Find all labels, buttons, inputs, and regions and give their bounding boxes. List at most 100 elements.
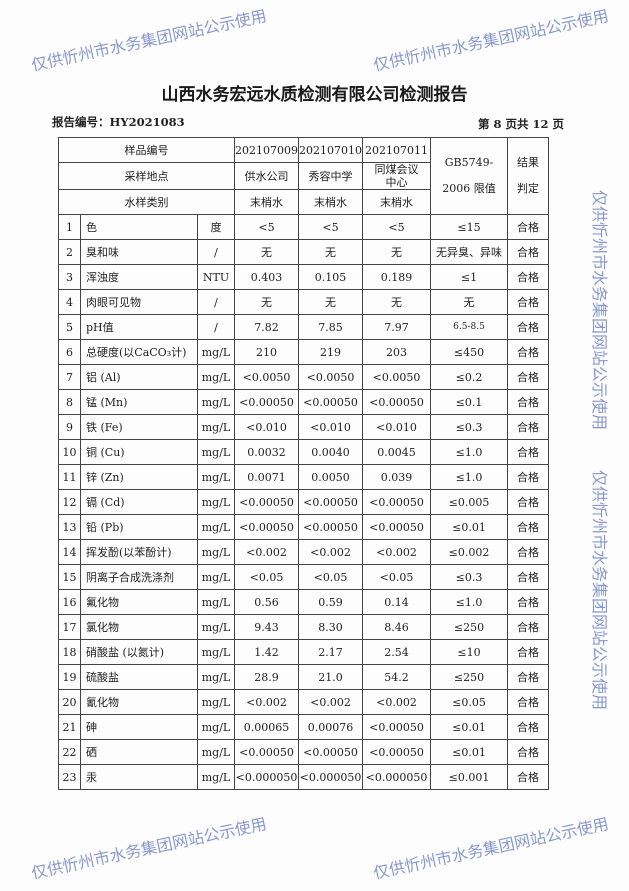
unit: mg/L bbox=[197, 514, 235, 540]
value: <0.00050 bbox=[234, 739, 299, 765]
limit: 无 bbox=[430, 289, 508, 315]
sample-no: 202107010 bbox=[298, 137, 363, 163]
item-name: 硝酸盐 (以氮计) bbox=[80, 639, 198, 665]
item-name: 阴离子合成洗涤剂 bbox=[80, 564, 198, 590]
value: 0.189 bbox=[362, 264, 431, 290]
value: 0.0040 bbox=[298, 439, 363, 465]
item-name: 锌 (Zn) bbox=[80, 464, 198, 490]
result: 合格 bbox=[507, 489, 549, 515]
value: 0.039 bbox=[362, 464, 431, 490]
unit: mg/L bbox=[197, 539, 235, 565]
result: 合格 bbox=[507, 739, 549, 765]
limit: ≤0.1 bbox=[430, 389, 508, 415]
value: 无 bbox=[298, 239, 363, 265]
result: 合格 bbox=[507, 214, 549, 240]
value: 0.14 bbox=[362, 589, 431, 615]
table-row: 15 阴离子合成洗涤剂 mg/L <0.05 <0.05 <0.05 ≤0.3 合格 bbox=[58, 564, 549, 590]
item-name: 氟化物 bbox=[80, 589, 198, 615]
table-row: 6 总硬度(以CaCO₃计) mg/L 210 219 203 ≤450 合格 bbox=[58, 339, 549, 365]
location: 同煤会议中心 bbox=[362, 162, 431, 190]
value: 7.85 bbox=[298, 314, 363, 340]
limit: ≤0.2 bbox=[430, 364, 508, 390]
item-name: 总硬度(以CaCO₃计) bbox=[80, 339, 198, 365]
limit: 无异臭、异味 bbox=[430, 239, 508, 265]
result: 合格 bbox=[507, 564, 549, 590]
unit: mg/L bbox=[197, 414, 235, 440]
value: <0.002 bbox=[234, 539, 299, 565]
value: 0.59 bbox=[298, 589, 363, 615]
water-type: 末梢水 bbox=[234, 189, 299, 215]
value: 8.46 bbox=[362, 614, 431, 640]
item-no: 14 bbox=[58, 539, 81, 565]
value: 0.403 bbox=[234, 264, 299, 290]
value: 0.0050 bbox=[298, 464, 363, 490]
item-name: 铜 (Cu) bbox=[80, 439, 198, 465]
result: 合格 bbox=[507, 364, 549, 390]
unit: NTU bbox=[197, 264, 235, 290]
value: <5 bbox=[234, 214, 299, 240]
item-no: 13 bbox=[58, 514, 81, 540]
item-no: 2 bbox=[58, 239, 81, 265]
item-name: 锰 (Mn) bbox=[80, 389, 198, 415]
item-name: 肉眼可见物 bbox=[80, 289, 198, 315]
item-name: 浑浊度 bbox=[80, 264, 198, 290]
unit: mg/L bbox=[197, 489, 235, 515]
value: 54.2 bbox=[362, 664, 431, 690]
value: 0.0045 bbox=[362, 439, 431, 465]
value: 无 bbox=[298, 289, 363, 315]
result: 合格 bbox=[507, 264, 549, 290]
item-no: 15 bbox=[58, 564, 81, 590]
sample-no: 202107009 bbox=[234, 137, 299, 163]
value: <0.00050 bbox=[298, 514, 363, 540]
result: 合格 bbox=[507, 439, 549, 465]
value: <0.010 bbox=[362, 414, 431, 440]
value: <0.010 bbox=[298, 414, 363, 440]
item-no: 4 bbox=[58, 289, 81, 315]
limit: ≤0.3 bbox=[430, 414, 508, 440]
unit: 度 bbox=[197, 214, 235, 240]
item-name: 铅 (Pb) bbox=[80, 514, 198, 540]
result: 合格 bbox=[507, 639, 549, 665]
limit: ≤450 bbox=[430, 339, 508, 365]
table-row: 18 硝酸盐 (以氮计) mg/L 1.42 2.17 2.54 ≤10 合格 bbox=[58, 639, 549, 665]
item-name: 砷 bbox=[80, 714, 198, 740]
value: <0.00050 bbox=[362, 514, 431, 540]
sample-no-label: 样品编号 bbox=[58, 137, 235, 163]
type-label: 水样类别 bbox=[58, 189, 235, 215]
limit: ≤0.005 bbox=[430, 489, 508, 515]
result: 合格 bbox=[507, 389, 549, 415]
item-name: 硫酸盐 bbox=[80, 664, 198, 690]
item-no: 18 bbox=[58, 639, 81, 665]
table-row: 21 砷 mg/L 0.00065 0.00076 <0.00050 ≤0.01 合格 bbox=[58, 714, 549, 740]
value: <0.002 bbox=[362, 689, 431, 715]
value: 1.42 bbox=[234, 639, 299, 665]
item-name: 铁 (Fe) bbox=[80, 414, 198, 440]
sample-no-row: 样品编号 202107009 202107010 202107011 GB574… bbox=[58, 137, 549, 215]
report-title: 山西水务宏远水质检测有限公司检测报告 bbox=[161, 85, 468, 105]
item-name: 色 bbox=[80, 214, 198, 240]
table-row: 2 臭和味 / 无无无无异臭、异味 合格 bbox=[58, 239, 549, 265]
limit: ≤0.05 bbox=[430, 689, 508, 715]
location: 供水公司 bbox=[234, 162, 299, 190]
table-row: 19 硫酸盐 mg/L 28.9 21.0 54.2 ≤250 合格 bbox=[58, 664, 549, 690]
result: 合格 bbox=[507, 464, 549, 490]
table-row: 17 氯化物 mg/L 9.43 8.30 8.46 ≤250 合格 bbox=[58, 614, 549, 640]
value: <0.0050 bbox=[234, 364, 299, 390]
limit: ≤0.3 bbox=[430, 564, 508, 590]
value: 2.17 bbox=[298, 639, 363, 665]
table-row: 20 氰化物 mg/L <0.002 <0.002 <0.002 ≤0.05 合格 bbox=[58, 689, 549, 715]
result: 合格 bbox=[507, 339, 549, 365]
table-row: 3 浑浊度 NTU 0.403 0.105 0.189 ≤1 合格 bbox=[58, 264, 549, 290]
item-name: 硒 bbox=[80, 739, 198, 765]
value: <0.00050 bbox=[362, 714, 431, 740]
value: <0.00050 bbox=[298, 739, 363, 765]
table-row: 16 氟化物 mg/L 0.56 0.59 0.14 ≤1.0 合格 bbox=[58, 589, 549, 615]
item-no: 7 bbox=[58, 364, 81, 390]
item-no: 16 bbox=[58, 589, 81, 615]
table-row: 13 铅 (Pb) mg/L <0.00050 <0.00050 <0.00050 ≤0.0… bbox=[58, 514, 549, 540]
watermark: 仅供忻州市水务集团网站公示使用 bbox=[371, 6, 611, 75]
value: <0.002 bbox=[234, 689, 299, 715]
